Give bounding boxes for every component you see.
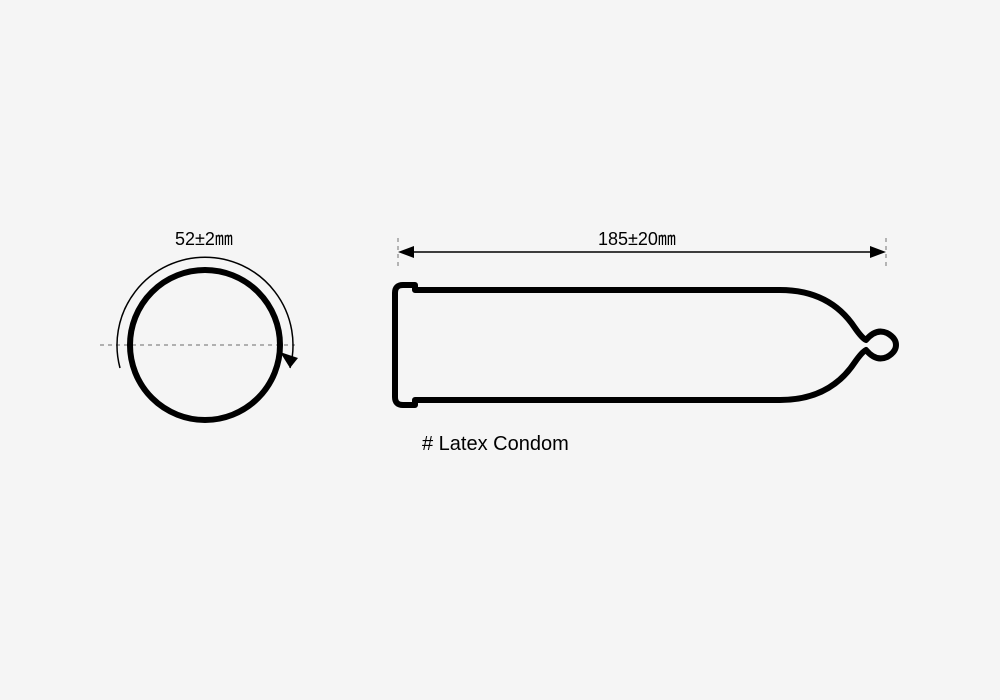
side-view (0, 0, 1000, 700)
technical-diagram: 52±2㎜ 185±20㎜ # Latex Condom (0, 0, 1000, 700)
condom-outline (395, 285, 896, 405)
